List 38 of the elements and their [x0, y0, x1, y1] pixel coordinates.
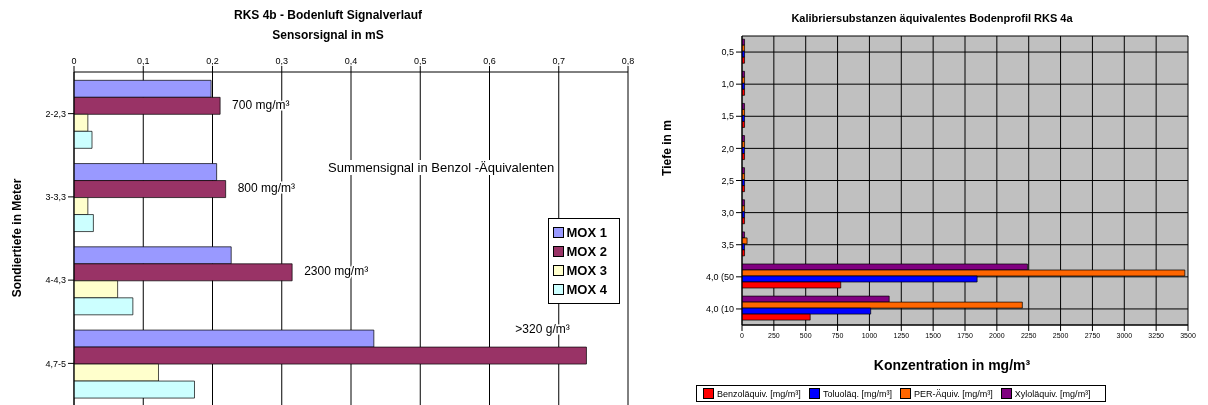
x-tick-label: 0,8	[621, 56, 635, 66]
y-tick-label: 2,0	[721, 143, 734, 154]
y-tick-label: 2-2,3	[45, 108, 66, 119]
y-tick-label: 4-4,3	[45, 275, 66, 286]
y-tick-label: 4,7-5	[45, 358, 66, 369]
x-tick-label: 0,3	[275, 56, 289, 66]
x-tick-label: 0,5	[413, 56, 427, 66]
y-tick-label: 1,0	[721, 79, 734, 90]
x-tick-label: 0,4	[344, 56, 358, 66]
y-tick-label: 3,0	[721, 207, 734, 218]
y-tick-label: 3-3,3	[45, 192, 66, 203]
legend-label: MOX 2	[565, 243, 607, 261]
annotation: 2300 mg/m³	[304, 264, 369, 279]
legend-label: MOX 4	[565, 281, 607, 299]
y-tick-label: 2,5	[721, 175, 734, 186]
chart-title: RKS 4b - Bodenluft Signalverlauf	[233, 8, 423, 22]
x-tick-label: 0,6	[483, 56, 496, 66]
legend-label: Toluoläq. [mg/m³]	[821, 388, 892, 399]
x-tick-label: 0,2	[206, 56, 219, 66]
legend-label: Xyloläquiv. [mg/m³]	[1013, 388, 1091, 399]
y-axis-title: Tiefe in m	[660, 120, 674, 176]
chart-title: Kalibriersubstanzen äquivalentes Bodenprofil RKS 4a	[790, 12, 1074, 24]
x-axis-title: Sensorsignal in mS	[271, 28, 385, 42]
y-tick-label: 4,0 (10	[705, 304, 734, 315]
y-tick-label: 3,5	[721, 239, 734, 250]
y-tick-label: 4,0 (50	[705, 272, 734, 283]
legend-label: MOX 1	[565, 224, 607, 242]
x-tick-label: 0,1	[136, 56, 150, 66]
x-tick-label: 0,7	[552, 56, 566, 66]
legend-label: PER-Äquiv. [mg/m³]	[912, 388, 993, 399]
y-axis-title: Sondiertiefe in Meter	[10, 178, 24, 298]
x-tick-label: 0	[71, 56, 77, 66]
y-tick-label: 1,5	[721, 111, 734, 122]
legend-label: Benzoläquiv. [mg/m³]	[716, 388, 801, 399]
x-axis-title: Konzentration in mg/m³	[872, 357, 1032, 373]
legend-label: MOX 3	[565, 262, 607, 280]
y-tick-label: 0,5	[721, 47, 734, 58]
annotation: Summensignal in Benzol -Äquivalenten	[328, 160, 555, 175]
